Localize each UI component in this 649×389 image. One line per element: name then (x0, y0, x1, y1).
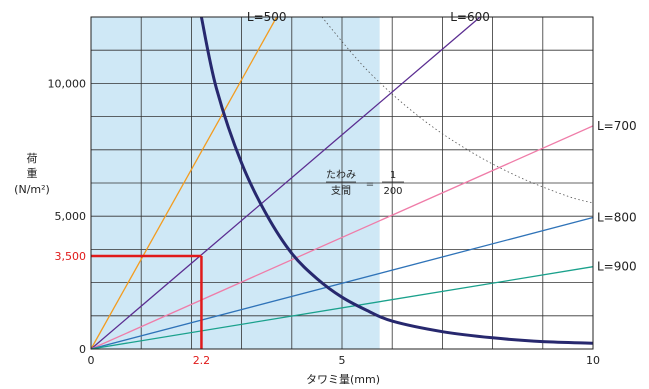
y-tick-label: 10,000 (48, 77, 87, 90)
y-tick-label: 5,000 (55, 210, 87, 223)
x-tick-label: 5 (339, 354, 346, 367)
x-tick-label: 2.2 (193, 354, 211, 367)
series-line-l-900 (90, 266, 594, 350)
deflection-limit-curve (199, 16, 594, 345)
x-tick-label: 10 (586, 354, 600, 367)
series-line-l-600 (90, 16, 481, 350)
x-tick-labels: 0 2.2 5 10 (88, 354, 601, 367)
series-line-l-800 (90, 216, 594, 350)
annotation-lhs-numerator: たわみ (326, 169, 356, 181)
ratio-annotation: たわみ 支間 = 1 200 (326, 169, 404, 197)
dotted-limit-curve (321, 16, 594, 204)
y-axis-label-top: 荷 (27, 152, 38, 165)
y-tick-label: 3,500 (55, 250, 87, 263)
annotation-rhs-numerator: 1 (390, 170, 396, 181)
annotation-equals: = (366, 179, 374, 190)
series-label-l-900: L=900 (597, 260, 637, 274)
x-tick-label: 0 (88, 354, 95, 367)
y-tick-label: 0 (79, 343, 86, 356)
plot-frame (90, 16, 594, 350)
x-axis-label: タワミ量(mm) (306, 373, 380, 386)
series-line-l-700 (90, 125, 594, 350)
y-axis-label-unit: (N/m²) (14, 183, 50, 196)
series-lines (90, 16, 594, 350)
series-label-l-800: L=800 (597, 211, 637, 225)
example-reading (91, 254, 203, 349)
annotation-lhs-denominator: 支間 (331, 185, 351, 197)
y-tick-labels: 0 3,500 5,000 10,000 (48, 77, 87, 356)
annotation-rhs-denominator: 200 (383, 186, 402, 197)
series-line-l-500 (90, 16, 278, 350)
y-axis-label-mid: 重 (27, 166, 38, 180)
series-label-l-700: L=700 (597, 119, 637, 133)
